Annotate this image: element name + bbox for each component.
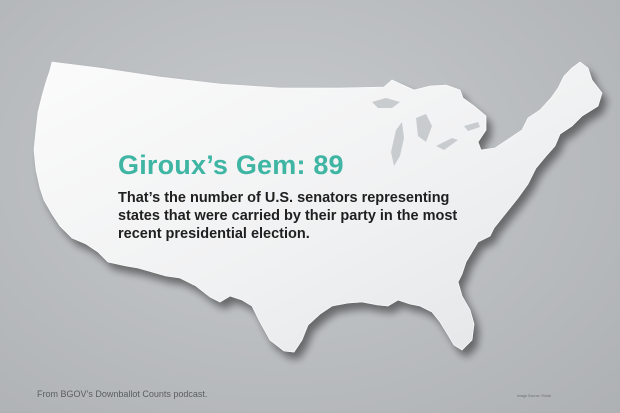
lake-superior-shape bbox=[372, 98, 400, 108]
us-outline-shape bbox=[33, 61, 603, 353]
source-attribution: From BGOV’s Downballot Counts podcast. bbox=[37, 389, 208, 399]
description-text: That’s the number of U.S. senators repre… bbox=[118, 190, 458, 242]
headline-title: Giroux’s Gem: 89 bbox=[118, 150, 344, 180]
lake-michigan-shape bbox=[391, 122, 404, 166]
lake-erie-shape bbox=[436, 138, 458, 150]
lake-ontario-shape bbox=[464, 122, 480, 131]
image-credit: Image Source: iStock bbox=[517, 394, 552, 398]
lake-huron-shape bbox=[416, 114, 432, 142]
